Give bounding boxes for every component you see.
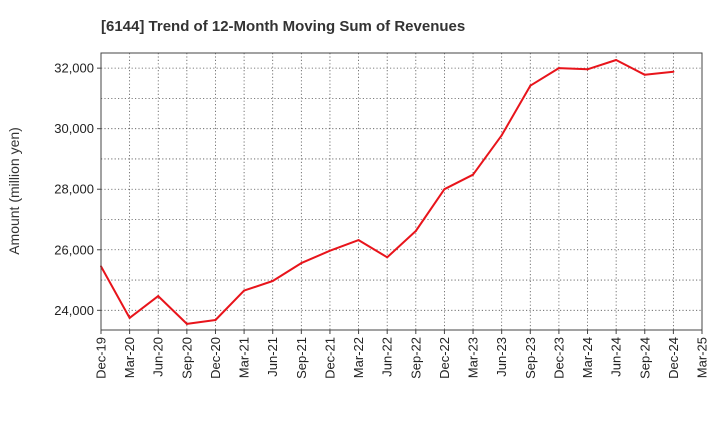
x-tick-label: Jun-24	[609, 337, 624, 377]
x-tick-label: Dec-21	[322, 337, 337, 379]
x-tick-label: Sep-22	[408, 337, 423, 379]
x-tick-label: Mar-24	[580, 337, 595, 378]
x-tick-label: Dec-22	[437, 337, 452, 379]
x-tick-label: Mar-21	[237, 337, 252, 378]
data-point	[386, 256, 389, 259]
data-point	[643, 73, 646, 76]
x-tick-label: Jun-22	[380, 337, 395, 377]
y-tick-label: 30,000	[54, 121, 94, 136]
x-tick-labels: Dec-19 Mar-20 Jun-20 Sep-20 Dec-20 Mar-21 Jun-…	[94, 330, 710, 379]
x-tick-label: Dec-19	[94, 337, 109, 379]
x-tick-label: Jun-21	[265, 337, 280, 377]
x-tick-label: Dec-23	[551, 337, 566, 379]
data-point	[185, 322, 188, 325]
x-tick-label: Dec-24	[666, 337, 681, 379]
x-tick-label: Mar-22	[351, 337, 366, 378]
y-tick-label: 26,000	[54, 242, 94, 257]
data-point	[157, 295, 160, 298]
data-point	[472, 173, 475, 176]
data-point	[672, 70, 675, 73]
grid	[101, 53, 702, 330]
x-tick-label: Sep-20	[179, 337, 194, 379]
data-point	[328, 249, 331, 252]
y-tick-label: 24,000	[54, 303, 94, 318]
x-tick-label: Sep-24	[637, 337, 652, 379]
data-point	[586, 68, 589, 71]
y-tick-labels: 24,000 26,000 28,000 30,000 32,000	[54, 61, 101, 318]
x-tick-label: Mar-20	[122, 337, 137, 378]
data-point	[357, 239, 360, 242]
y-axis-label: Amount (million yen)	[6, 127, 22, 255]
x-tick-label: Sep-23	[523, 337, 538, 379]
series-layer	[100, 58, 675, 325]
plot-frame	[100, 52, 703, 331]
data-point	[128, 316, 131, 319]
data-point	[615, 58, 618, 61]
data-point	[500, 134, 503, 137]
chart-title: [6144] Trend of 12-Month Moving Sum of R…	[101, 18, 465, 35]
x-tick-label: Mar-23	[466, 337, 481, 378]
x-tick-label: Sep-21	[294, 337, 309, 379]
y-tick-label: 32,000	[54, 61, 94, 76]
data-point	[243, 289, 246, 292]
data-point	[414, 230, 417, 233]
data-point	[300, 262, 303, 265]
data-point	[443, 188, 446, 191]
x-tick-label: Dec-20	[208, 337, 223, 379]
x-tick-label: Jun-20	[151, 337, 166, 377]
y-tick-label: 28,000	[54, 182, 94, 197]
data-point	[214, 319, 217, 322]
x-tick-label: Mar-25	[695, 337, 710, 378]
data-point	[557, 67, 560, 70]
data-point	[529, 84, 532, 87]
data-point	[271, 279, 274, 282]
x-tick-label: Jun-23	[494, 337, 509, 377]
